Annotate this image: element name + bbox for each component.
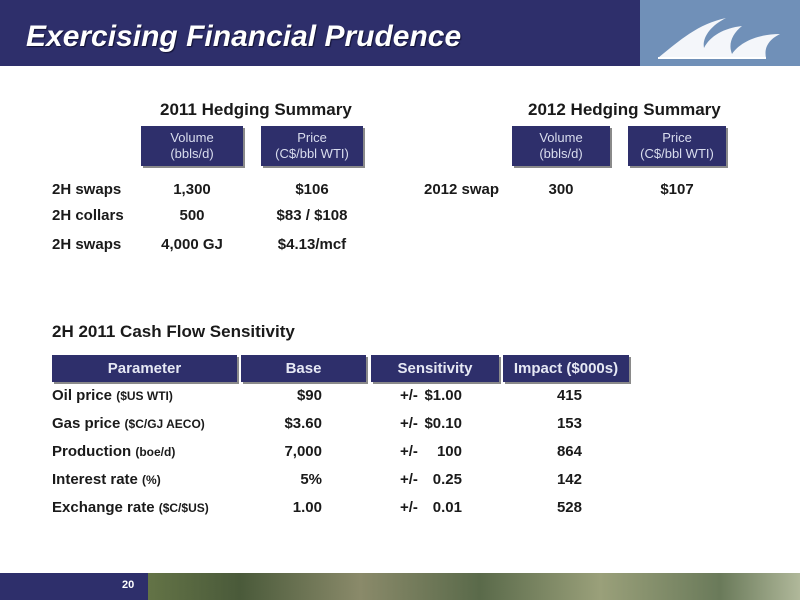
hedging-2011-price-header: Price (C$/bbl WTI) — [261, 126, 363, 166]
hedging-2011-row-volume: 1,300 — [173, 181, 211, 198]
sensitivity-sign: +/- — [400, 415, 418, 432]
sensitivity-sign: +/- — [400, 387, 418, 404]
sensitivity-sign: +/- — [400, 443, 418, 460]
hedging-2012-volume-header: Volume (bbls/d) — [512, 126, 610, 166]
sensitivity-value: 0.25 — [432, 471, 462, 488]
sensitivity-row-label: Interest rate (%) — [52, 471, 161, 488]
parameter-unit: (%) — [142, 473, 161, 487]
hedging-2011-row-label: 2H collars — [52, 207, 124, 224]
hedging-2011-row-volume: 4,000 GJ — [161, 236, 223, 253]
hedging-2011-row-price: $4.13/mcf — [277, 236, 347, 253]
hedging-2011-row-volume: 500 — [179, 207, 205, 224]
sensitivity-base: 5% — [300, 471, 322, 488]
header-line: Volume — [539, 130, 583, 145]
column-header-parameter: Parameter — [52, 355, 237, 382]
page-title: Exercising Financial Prudence — [26, 20, 462, 53]
hedging-2011-volume-header: Volume (bbls/d) — [141, 126, 243, 166]
sensitivity-row-label: Gas price ($C/GJ AECO) — [52, 415, 205, 432]
sensitivity-value: 100 — [436, 443, 462, 460]
hedging-2011-title: 2011 Hedging Summary — [160, 100, 352, 119]
wave-logo-icon — [640, 0, 800, 66]
sensitivity-impact: 415 — [556, 387, 582, 404]
sensitivity-impact: 153 — [556, 415, 582, 432]
column-header-impact: Impact ($000s) — [503, 355, 629, 382]
sensitivity-base: 1.00 — [292, 499, 322, 516]
sensitivity-value: 0.01 — [432, 499, 462, 516]
parameter-unit: (boe/d) — [135, 445, 176, 459]
parameter-unit: ($C/$US) — [158, 501, 209, 515]
page-number-box — [0, 573, 148, 600]
sensitivity-sign: +/- — [400, 471, 418, 488]
sensitivity-value: $1.00 — [424, 387, 462, 404]
parameter-name: Interest rate — [52, 471, 138, 488]
header-line: (C$/bbl WTI) — [640, 146, 714, 161]
hedging-2011-row-price: $106 — [295, 181, 329, 198]
sensitivity-base: $90 — [296, 387, 322, 404]
sensitivity-impact: 528 — [556, 499, 582, 516]
page-number: 20 — [122, 579, 135, 591]
hedging-2012-row-price: $107 — [660, 181, 694, 198]
parameter-unit: ($C/GJ AECO) — [124, 417, 205, 431]
hedging-2011-row-label: 2H swaps — [52, 236, 122, 253]
sensitivity-row-label: Production (boe/d) — [52, 443, 175, 460]
parameter-unit: ($US WTI) — [116, 389, 173, 403]
column-header-base: Base — [241, 355, 366, 382]
parameter-name: Oil price — [52, 387, 113, 404]
hedging-2012-row-label: 2012 swap — [424, 181, 500, 198]
sensitivity-base: 7,000 — [284, 443, 322, 460]
sensitivity-base: $3.60 — [284, 415, 322, 432]
hedging-2012-row-volume: 300 — [548, 181, 574, 198]
header-bar: Exercising Financial Prudence — [0, 0, 640, 66]
column-header-sensitivity: Sensitivity — [371, 355, 499, 382]
hedging-2011-row-price: $83 / $108 — [276, 207, 348, 224]
parameter-name: Exchange rate — [52, 499, 155, 516]
hedging-2011-row-label: 2H swaps — [52, 181, 122, 198]
sensitivity-title: 2H 2011 Cash Flow Sensitivity — [52, 322, 295, 341]
sensitivity-row-label: Oil price ($US WTI) — [52, 387, 173, 404]
hedging-2012-price-header: Price (C$/bbl WTI) — [628, 126, 726, 166]
header-line: Price — [662, 130, 692, 145]
header-line: Volume — [170, 130, 214, 145]
sensitivity-impact: 864 — [556, 443, 582, 460]
sensitivity-row-label: Exchange rate ($C/$US) — [52, 499, 209, 516]
header-line: (bbls/d) — [170, 146, 214, 161]
sensitivity-value: $0.10 — [424, 415, 462, 432]
hedging-2012-title: 2012 Hedging Summary — [528, 100, 721, 119]
parameter-name: Production — [52, 443, 132, 460]
header-line: (bbls/d) — [539, 146, 583, 161]
parameter-name: Gas price — [52, 415, 121, 432]
sensitivity-impact: 142 — [556, 471, 582, 488]
sensitivity-sign: +/- — [400, 499, 418, 516]
header-line: (C$/bbl WTI) — [275, 146, 349, 161]
header-line: Price — [297, 130, 327, 145]
